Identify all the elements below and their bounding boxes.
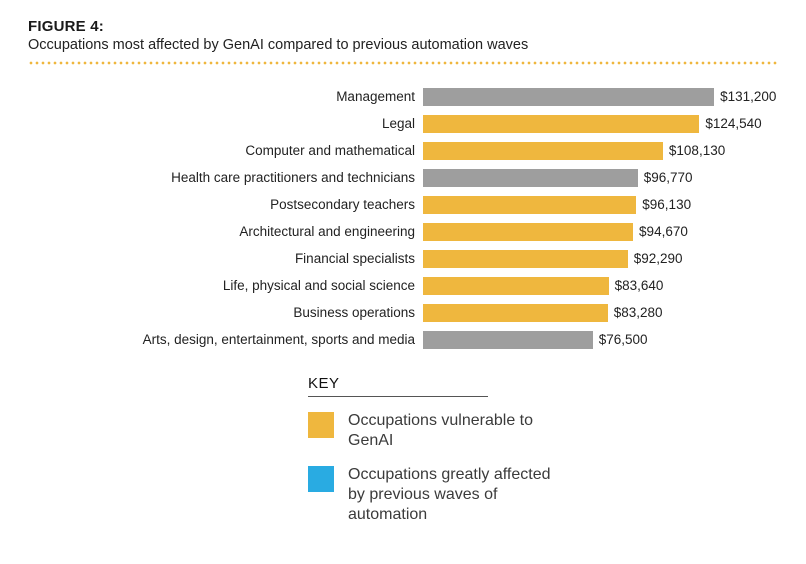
chart-row: Arts, design, entertainment, sports and … <box>28 326 778 353</box>
legend-rule <box>308 396 488 397</box>
bar <box>423 304 608 322</box>
legend-title: KEY <box>308 375 568 392</box>
row-label: Postsecondary teachers <box>28 197 423 212</box>
bar-value: $96,130 <box>636 197 691 212</box>
legend-text: Occupations greatly affected by previous… <box>348 465 568 525</box>
bar-track: $108,130 <box>423 142 778 160</box>
bar-value: $83,640 <box>609 278 664 293</box>
bar-track: $83,280 <box>423 304 778 322</box>
bar <box>423 196 636 214</box>
chart-row: Computer and mathematical $108,130 <box>28 137 778 164</box>
legend-swatch <box>308 466 334 492</box>
chart-row: Business operations $83,280 <box>28 299 778 326</box>
bar <box>423 223 633 241</box>
bar <box>423 169 638 187</box>
chart-row: Health care practitioners and technician… <box>28 164 778 191</box>
legend-swatch <box>308 412 334 438</box>
figure-subtitle: Occupations most affected by GenAI compa… <box>28 37 778 53</box>
bar-track: $124,540 <box>423 115 778 133</box>
bar-value: $124,540 <box>699 116 761 131</box>
bar-track: $83,640 <box>423 277 778 295</box>
legend-text: Occupations vulnerable to GenAI <box>348 411 568 451</box>
row-label: Computer and mathematical <box>28 143 423 158</box>
bar-track: $94,670 <box>423 223 778 241</box>
bar <box>423 142 663 160</box>
row-label: Management <box>28 89 423 104</box>
bar-value: $76,500 <box>593 332 648 347</box>
row-label: Legal <box>28 116 423 131</box>
bar <box>423 115 699 133</box>
chart-row: Management $131,200 <box>28 83 778 110</box>
chart-row: Architectural and engineering $94,670 <box>28 218 778 245</box>
bar-value: $131,200 <box>714 89 776 104</box>
figure-heading: FIGURE 4: <box>28 18 778 35</box>
legend-item: Occupations vulnerable to GenAI <box>308 411 568 451</box>
chart-row: Postsecondary teachers $96,130 <box>28 191 778 218</box>
chart-row: Legal $124,540 <box>28 110 778 137</box>
bar-track: $76,500 <box>423 331 778 349</box>
bar-track: $92,290 <box>423 250 778 268</box>
bar-value: $92,290 <box>628 251 683 266</box>
chart-row: Life, physical and social science $83,640 <box>28 272 778 299</box>
bar-track: $96,770 <box>423 169 778 187</box>
occupations-bar-chart: Management $131,200 Legal $124,540 Computer … <box>28 83 778 353</box>
bar-track: $96,130 <box>423 196 778 214</box>
row-label: Architectural and engineering <box>28 224 423 239</box>
legend-item: Occupations greatly affected by previous… <box>308 465 568 525</box>
dotted-divider <box>28 61 778 65</box>
legend: KEY Occupations vulnerable to GenAI Occup… <box>308 375 568 525</box>
row-label: Financial specialists <box>28 251 423 266</box>
bar-track: $131,200 <box>423 88 778 106</box>
row-label: Health care practitioners and technician… <box>28 170 423 185</box>
bar <box>423 250 628 268</box>
bar-value: $108,130 <box>663 143 725 158</box>
row-label: Arts, design, entertainment, sports and … <box>28 332 423 347</box>
row-label: Life, physical and social science <box>28 278 423 293</box>
chart-row: Financial specialists $92,290 <box>28 245 778 272</box>
bar-value: $94,670 <box>633 224 688 239</box>
bar-value: $96,770 <box>638 170 693 185</box>
bar <box>423 277 609 295</box>
bar <box>423 331 593 349</box>
bar-value: $83,280 <box>608 305 663 320</box>
row-label: Business operations <box>28 305 423 320</box>
bar <box>423 88 714 106</box>
